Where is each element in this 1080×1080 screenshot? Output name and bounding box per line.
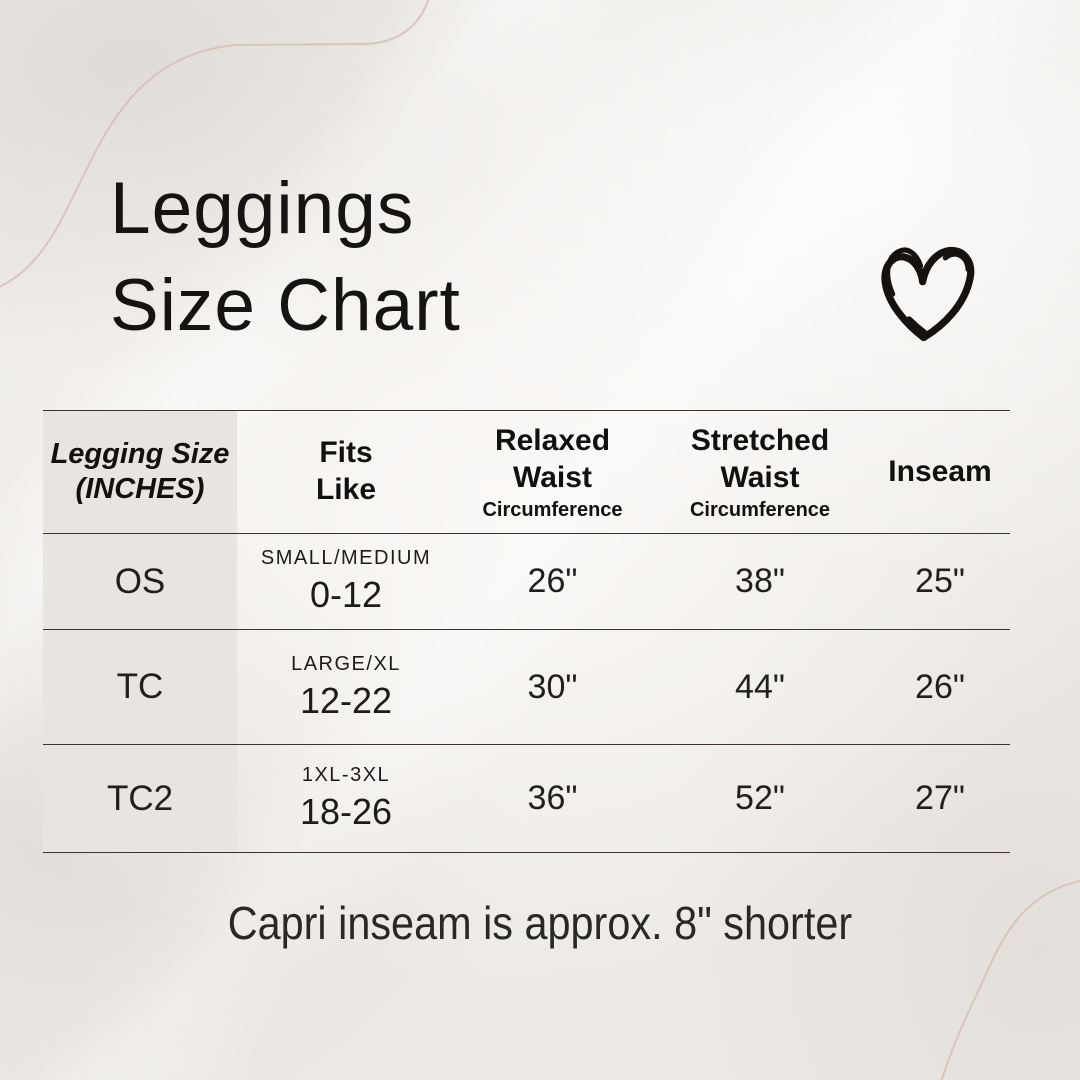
title-line-1: Leggings (110, 168, 415, 249)
table-row-tc2: TC2 1XL-3XL 18-26 36" 52" 27" (43, 745, 1010, 853)
table-row-tc: TC LARGE/XL 12-22 30" 44" 26" (43, 630, 1010, 745)
heart-icon (881, 246, 975, 342)
fits-like-cell: LARGE/XL 12-22 (291, 652, 401, 721)
relaxed-waist-cell: 30" (527, 667, 578, 706)
relaxed-waist-cell: 26" (527, 562, 578, 600)
size-table: Legging Size (INCHES) Fits Like Relaxed … (43, 410, 1010, 853)
page-title: Leggings Size Chart (110, 160, 461, 354)
inseam-cell: 25" (915, 562, 965, 600)
table-row-os: OS SMALL/MEDIUM 0-12 26" 38" 25" (43, 534, 1010, 630)
relaxed-waist-cell: 36" (527, 779, 578, 817)
size-cell: OS (43, 534, 237, 629)
size-cell: TC (43, 630, 237, 744)
capri-note: Capri inseam is approx. 8" shorter (0, 896, 1080, 950)
header-inseam: Inseam (888, 454, 992, 488)
inseam-cell: 27" (915, 779, 965, 817)
header-stretched-waist: Stretched Waist Circumference (689, 423, 831, 522)
fits-like-cell: SMALL/MEDIUM 0-12 (260, 547, 432, 615)
title-line-2: Size Chart (110, 265, 461, 347)
header-relaxed-waist: Relaxed Waist Circumference (482, 423, 623, 522)
stretched-waist-cell: 44" (735, 667, 785, 706)
table-header-row: Legging Size (INCHES) Fits Like Relaxed … (43, 411, 1010, 534)
size-cell: TC2 (43, 745, 237, 852)
stretched-waist-cell: 52" (735, 779, 785, 817)
capri-note-text: Capri inseam is approx. 8" shorter (227, 897, 853, 949)
header-legging-size: Legging Size (INCHES) (43, 411, 237, 533)
fits-like-cell: 1XL-3XL 18-26 (299, 764, 393, 832)
header-fits-like: Fits Like (315, 436, 377, 506)
inseam-cell: 26" (915, 667, 965, 706)
stretched-waist-cell: 38" (735, 562, 785, 600)
